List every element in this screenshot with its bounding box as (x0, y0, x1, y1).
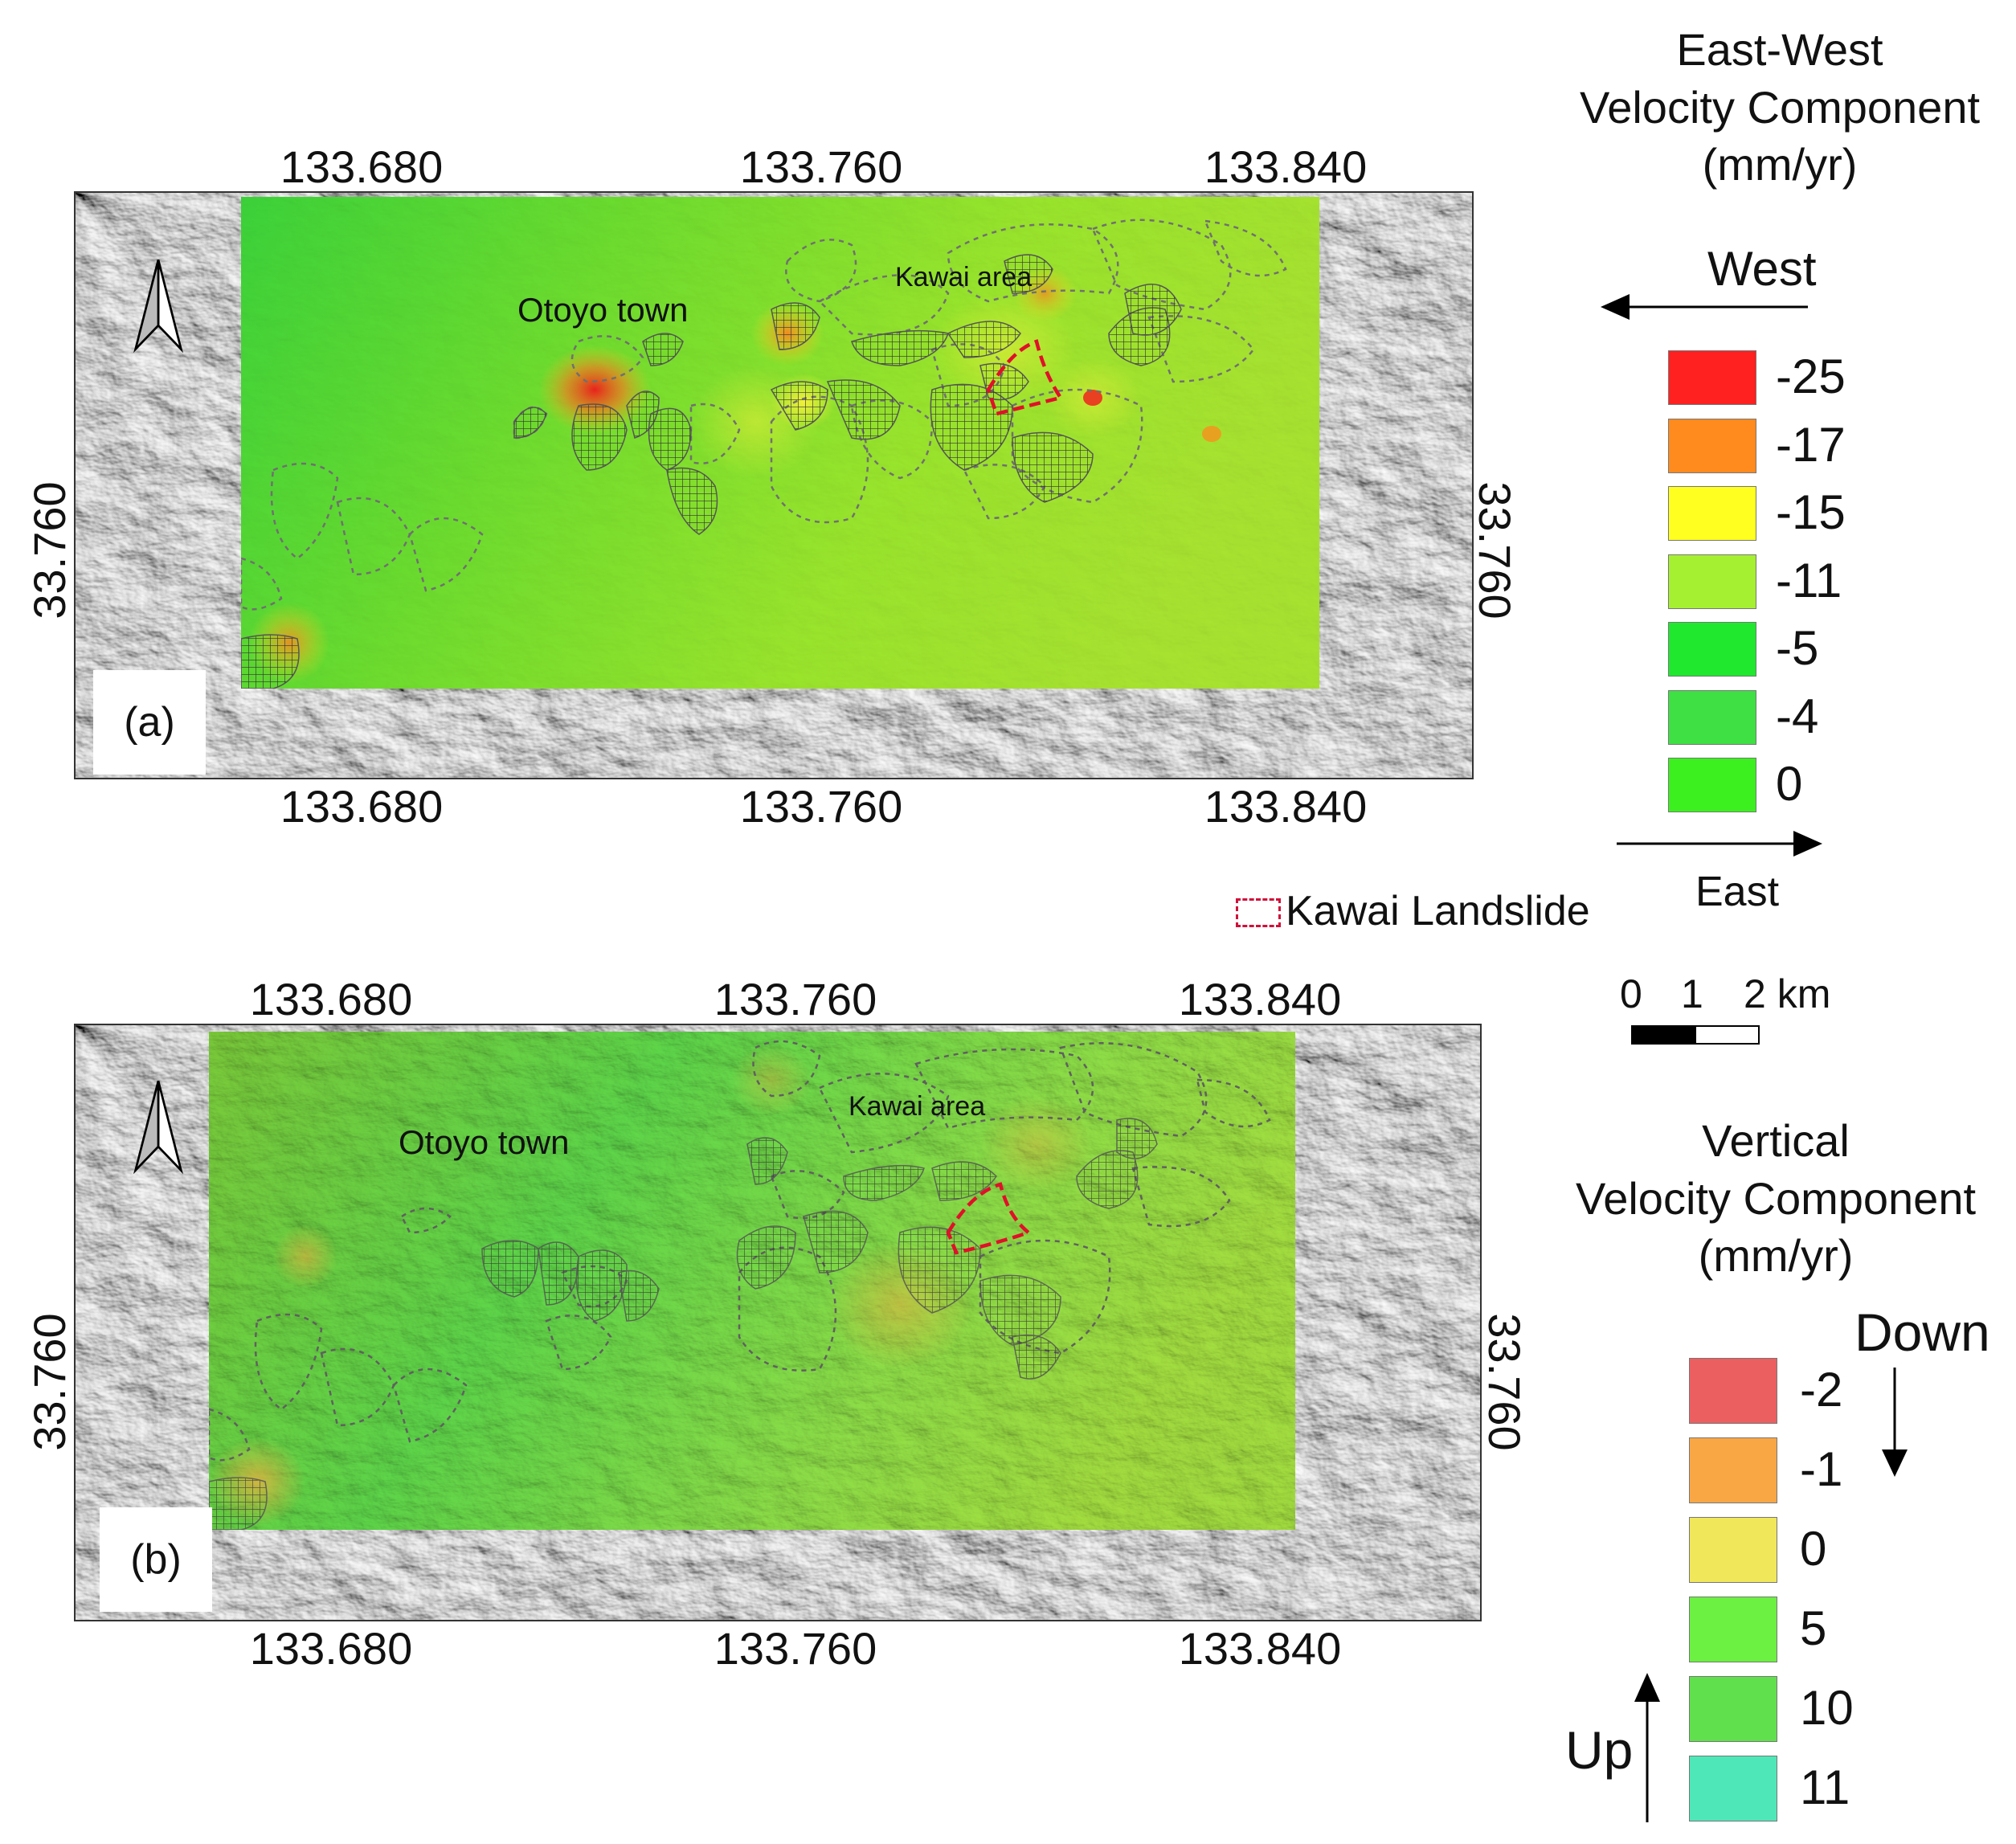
legend-ew-item-label: 0 (1776, 757, 1803, 811)
scale-label-1: 1 (1681, 971, 1703, 1016)
scale-label-0: 0 (1620, 971, 1642, 1016)
panel-a: 133.680 133.760 133.840 (0, 0, 1527, 884)
otoyo-town-label-a: Otoyo town (517, 291, 689, 329)
legend-vertical-item-swatch (1689, 1358, 1777, 1424)
tick-top-2: 133.760 (739, 141, 903, 192)
legend-vertical-title-line1: Vertical (1702, 1115, 1850, 1166)
scale-label-2: 2 km (1744, 971, 1831, 1016)
legend-ew-title: East-West Velocity Component (mm/yr) (1580, 21, 1980, 194)
velocity-overlay-a (241, 197, 1319, 689)
legend-vertical-item-swatch (1689, 1676, 1777, 1742)
legend-ew-item-swatch (1668, 486, 1756, 541)
otoyo-town-label-b: Otoyo town (399, 1123, 570, 1161)
tick-bottom-3: 133.840 (1178, 1623, 1342, 1674)
panel-b: 133.680 133.760 133.840 (0, 884, 1530, 1768)
legend-ew-item-label: -15 (1776, 485, 1846, 539)
legend-vertical-title-line3: (mm/yr) (1698, 1230, 1854, 1282)
tick-right-a: 33.760 (1470, 481, 1520, 619)
east-label: East (1695, 869, 1780, 915)
west-arrow-icon (1601, 294, 1808, 320)
legend-ew-item-swatch (1668, 689, 1756, 745)
tick-top-3: 133.840 (1178, 974, 1342, 1024)
legend-vertical-item-label: 5 (1800, 1601, 1827, 1655)
tick-left-a: 33.760 (24, 481, 75, 619)
legend-vertical-item-label: -2 (1800, 1363, 1843, 1417)
legend-ew-item-label: -5 (1776, 621, 1819, 675)
kawai-area-label-b: Kawai area (849, 1091, 986, 1122)
north-arrow-icon (133, 1080, 183, 1175)
velocity-overlay-b (209, 1032, 1295, 1530)
legend-ew-title-line3: (mm/yr) (1702, 139, 1858, 190)
legend-vertical-title-line2: Velocity Component (1575, 1172, 1977, 1224)
legend-vertical-title: Vertical Velocity Component (mm/yr) (1576, 1112, 1976, 1285)
legend-vertical-item-swatch (1689, 1597, 1777, 1662)
legend-ew-item-label: -17 (1776, 417, 1846, 472)
tick-right-b: 33.760 (1479, 1313, 1530, 1451)
tick-left-b: 33.760 (24, 1313, 75, 1451)
legend-ew-item-swatch (1668, 554, 1756, 609)
legend-vertical-item-label: 11 (1800, 1760, 1850, 1814)
kawai-landslide-legend-swatch (1236, 898, 1281, 927)
down-label: Down (1854, 1302, 1990, 1362)
legend-vertical-item-label: 10 (1800, 1681, 1854, 1735)
legend-vertical-item-label: 0 (1800, 1522, 1827, 1576)
east-arrow-icon (1617, 831, 1822, 857)
legend-vertical-item-label: -1 (1800, 1442, 1843, 1496)
kawai-landslide-legend-label: Kawai Landslide (1286, 888, 1590, 934)
tick-bottom-3: 133.840 (1204, 781, 1368, 832)
scale-bar (1631, 1025, 1760, 1045)
kawai-area-label-a: Kawai area (895, 262, 1033, 292)
hillshade-map-a: Otoyo town Kawai area (a) (74, 191, 1474, 779)
down-arrow-icon (1882, 1368, 1908, 1477)
legend-ew-item-label: -11 (1776, 553, 1842, 607)
up-arrow-icon (1634, 1673, 1660, 1822)
legend-ew-item-label: -25 (1776, 350, 1846, 403)
legend-vertical-item-swatch (1689, 1517, 1777, 1583)
legend-ew-title-line1: East-West (1676, 24, 1883, 75)
legend-ew-item-label: -4 (1776, 689, 1819, 743)
legend-ew-title-line2: Velocity Component (1579, 81, 1981, 133)
tick-bottom-1: 133.680 (280, 781, 444, 832)
tick-bottom-1: 133.680 (249, 1623, 413, 1674)
legend-vertical-item-swatch (1689, 1437, 1777, 1503)
panel-tag-b: (b) (100, 1507, 212, 1612)
panel-tag-a: (a) (93, 670, 206, 775)
west-label: West (1707, 242, 1817, 296)
legend-ew-item-swatch (1668, 758, 1756, 812)
north-arrow-icon (133, 259, 183, 354)
up-label: Up (1565, 1720, 1634, 1780)
tick-bottom-2: 133.760 (714, 1623, 877, 1674)
tick-top-3: 133.840 (1204, 141, 1368, 192)
legend-vertical-item-swatch (1689, 1756, 1777, 1822)
tick-top-1: 133.680 (280, 141, 444, 192)
hillshade-map-b: Otoyo town Kawai area (b) (74, 1024, 1482, 1621)
tick-bottom-2: 133.760 (739, 781, 903, 832)
tick-top-2: 133.760 (714, 974, 877, 1024)
tick-top-1: 133.680 (249, 974, 413, 1024)
legend-ew-item-swatch (1668, 622, 1756, 677)
legend-ew-item-swatch (1668, 418, 1756, 473)
legend-ew-item-swatch (1668, 350, 1756, 405)
